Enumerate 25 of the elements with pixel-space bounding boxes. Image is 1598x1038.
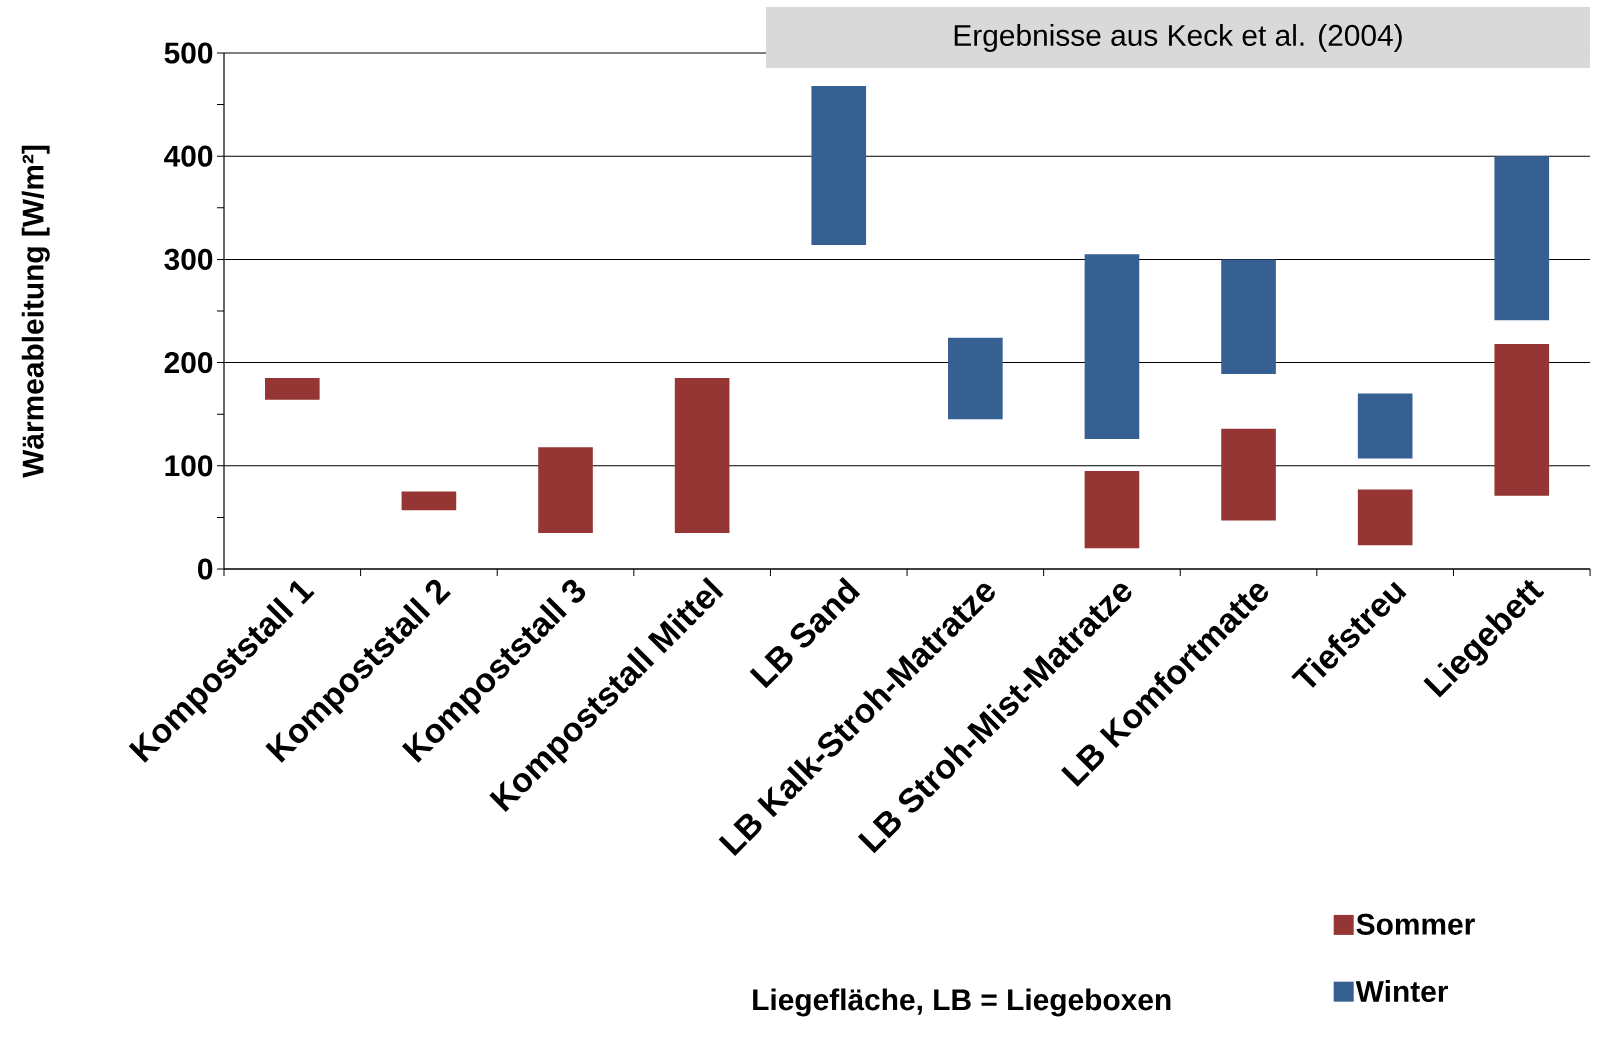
bar — [264, 378, 320, 400]
legend-label: Sommer — [1356, 913, 1475, 935]
bar — [1494, 156, 1550, 321]
x-axis-title: Liegefläche, LB = Liegeboxen — [753, 988, 1171, 1017]
bar — [811, 86, 867, 245]
bar — [1084, 254, 1140, 439]
y-tick-label: 200 — [164, 352, 213, 374]
bar — [1357, 489, 1413, 546]
y-tick-label: 300 — [164, 248, 213, 270]
y-tick-label: 500 — [164, 42, 213, 64]
legend-label: Winter — [1355, 980, 1448, 1003]
y-tick-label: 400 — [164, 145, 213, 167]
bar — [674, 378, 730, 533]
bar — [1084, 470, 1140, 549]
bar — [948, 337, 1003, 420]
y-tick-label: 0 — [198, 558, 213, 580]
bar — [1221, 428, 1276, 521]
y-axis-title: Wärmeableitung [W/m²] — [21, 145, 50, 478]
bar — [401, 491, 457, 511]
bar — [538, 447, 593, 533]
bar — [1221, 259, 1276, 374]
y-tick-label: 100 — [165, 455, 213, 477]
bar — [1357, 393, 1413, 459]
text: Ergebnisse aus Keck et al. (2004) — [954, 24, 1402, 52]
bar — [1494, 344, 1550, 496]
